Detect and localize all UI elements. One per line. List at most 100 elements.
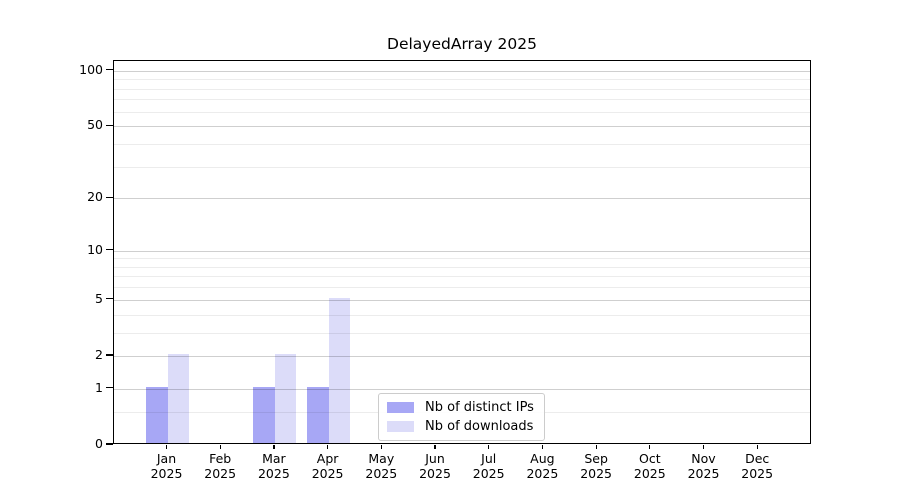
gridline-minor-y-80 — [114, 88, 810, 90]
x-tick-label-apr: Apr 2025 — [300, 451, 356, 481]
y-tick-mark-100 — [106, 69, 113, 71]
x-tick-mark-nov — [702, 444, 705, 449]
x-tick-month: Oct — [638, 451, 661, 466]
legend-label-downloads: Nb of downloads — [425, 419, 534, 434]
x-tick-year: 2025 — [311, 466, 344, 481]
gridline-minor-y-90 — [114, 79, 810, 81]
y-tick-label-2: 2 — [95, 346, 103, 362]
y-tick-mark-5 — [106, 298, 113, 300]
x-tick-mark-jul — [488, 444, 490, 449]
gridline-major-y-100 — [114, 70, 810, 72]
y-tick-label-10: 10 — [87, 241, 103, 257]
x-tick-month: Jan — [156, 451, 177, 466]
gridline-major-y-20 — [114, 198, 810, 200]
legend-label-distinct-ips: Nb of distinct IPs — [425, 400, 534, 415]
bar-layer — [114, 61, 810, 443]
x-tick-mark-jan — [165, 444, 168, 449]
bar-apr-downloads — [328, 297, 351, 443]
y-tick-label-50: 50 — [87, 117, 103, 133]
x-tick-label-oct: Oct 2025 — [622, 451, 678, 481]
x-tick-mark-aug — [541, 444, 544, 449]
legend-item-distinct-ips: Nb of distinct IPs — [387, 400, 534, 415]
x-tick-month: Dec — [745, 451, 770, 466]
y-tick-mark-10 — [106, 249, 113, 251]
x-tick-year: 2025 — [472, 466, 505, 481]
x-tick-label-jun: Jun 2025 — [407, 451, 463, 481]
x-tick-year: 2025 — [257, 466, 290, 481]
gridline-minor-y-3 — [114, 332, 810, 334]
gridline-major-y-1 — [114, 388, 810, 390]
y-tick-label-0: 0 — [95, 436, 103, 451]
legend-swatch-distinct-ips-icon — [387, 402, 414, 413]
bar-mar-downloads — [274, 353, 297, 443]
x-tick-month: Mar — [262, 451, 286, 466]
x-tick-year: 2025 — [633, 466, 666, 481]
x-tick-label-jan: Jan 2025 — [139, 451, 195, 481]
gridline-minor-y-7 — [114, 276, 810, 278]
gridline-minor-y-40 — [114, 143, 810, 145]
legend-item-downloads: Nb of downloads — [387, 419, 534, 434]
x-tick-mark-sep — [595, 444, 597, 449]
x-tick-year: 2025 — [365, 466, 398, 481]
y-tick-mark-2 — [106, 354, 113, 356]
x-tick-label-jul: Jul 2025 — [461, 451, 517, 481]
gridline-major-y-50 — [114, 126, 810, 128]
gridline-major-y-2 — [114, 355, 810, 357]
x-tick-year: 2025 — [687, 466, 720, 481]
x-tick-mark-mar — [273, 444, 275, 449]
y-tick-label-5: 5 — [95, 290, 103, 306]
y-tick-mark-0 — [106, 443, 113, 445]
x-tick-label-sep: Sep 2025 — [568, 451, 624, 481]
x-tick-mark-dec — [756, 444, 758, 449]
chart-title: DelayedArray 2025 — [387, 35, 537, 53]
plot-area: Nb of distinct IPs Nb of downloads — [113, 60, 811, 444]
x-tick-month: Apr — [316, 451, 339, 466]
x-tick-label-mar: Mar 2025 — [246, 451, 302, 481]
x-tick-mark-may — [380, 444, 382, 449]
gridline-minor-y-8 — [114, 266, 810, 268]
legend: Nb of distinct IPs Nb of downloads — [378, 393, 545, 441]
gridline-minor-y-6 — [114, 287, 810, 289]
x-tick-mark-feb — [219, 444, 221, 449]
x-tick-month: Jun — [425, 451, 445, 466]
x-tick-label-dec: Dec 2025 — [729, 451, 785, 481]
x-tick-month: May — [368, 451, 395, 466]
y-tick-label-1: 1 — [95, 379, 103, 395]
y-tick-label-20: 20 — [87, 189, 103, 205]
gridline-minor-y-60 — [114, 111, 810, 113]
gridline-minor-y-70 — [114, 99, 810, 101]
x-tick-year: 2025 — [204, 466, 237, 481]
x-tick-month: Aug — [530, 451, 555, 466]
x-tick-year: 2025 — [741, 466, 774, 481]
x-tick-month: Sep — [584, 451, 608, 466]
gridline-minor-y-4 — [114, 314, 810, 316]
x-tick-mark-oct — [649, 444, 651, 449]
x-tick-year: 2025 — [419, 466, 451, 481]
x-tick-year: 2025 — [580, 466, 612, 481]
grid-layer — [114, 61, 810, 443]
bar-mar-ips — [253, 386, 275, 443]
x-tick-label-nov: Nov 2025 — [676, 451, 732, 481]
x-tick-mark-apr — [327, 444, 329, 449]
x-tick-month: Nov — [691, 451, 716, 466]
y-tick-mark-50 — [106, 124, 113, 126]
bar-jan-downloads — [167, 353, 189, 443]
y-tick-label-100: 100 — [79, 61, 103, 77]
gridline-major-y-10 — [114, 250, 810, 252]
x-tick-year: 2025 — [150, 466, 183, 481]
gridline-minor-y-9 — [114, 258, 810, 260]
gridline-major-y-5 — [114, 299, 810, 301]
x-tick-month: Feb — [209, 451, 232, 466]
bar-jan-ips — [146, 386, 168, 443]
x-tick-label-feb: Feb 2025 — [192, 451, 248, 481]
legend-swatch-downloads-icon — [387, 421, 414, 432]
y-tick-mark-1 — [106, 387, 113, 389]
bar-apr-ips — [307, 386, 329, 443]
x-tick-mark-jun — [434, 444, 436, 449]
y-tick-mark-20 — [106, 196, 113, 198]
gridline-minor-y-30 — [114, 166, 810, 168]
x-tick-label-aug: Aug 2025 — [514, 451, 570, 481]
x-tick-label-may: May 2025 — [353, 451, 409, 481]
x-tick-month: Jul — [481, 451, 497, 466]
x-tick-year: 2025 — [526, 466, 559, 481]
